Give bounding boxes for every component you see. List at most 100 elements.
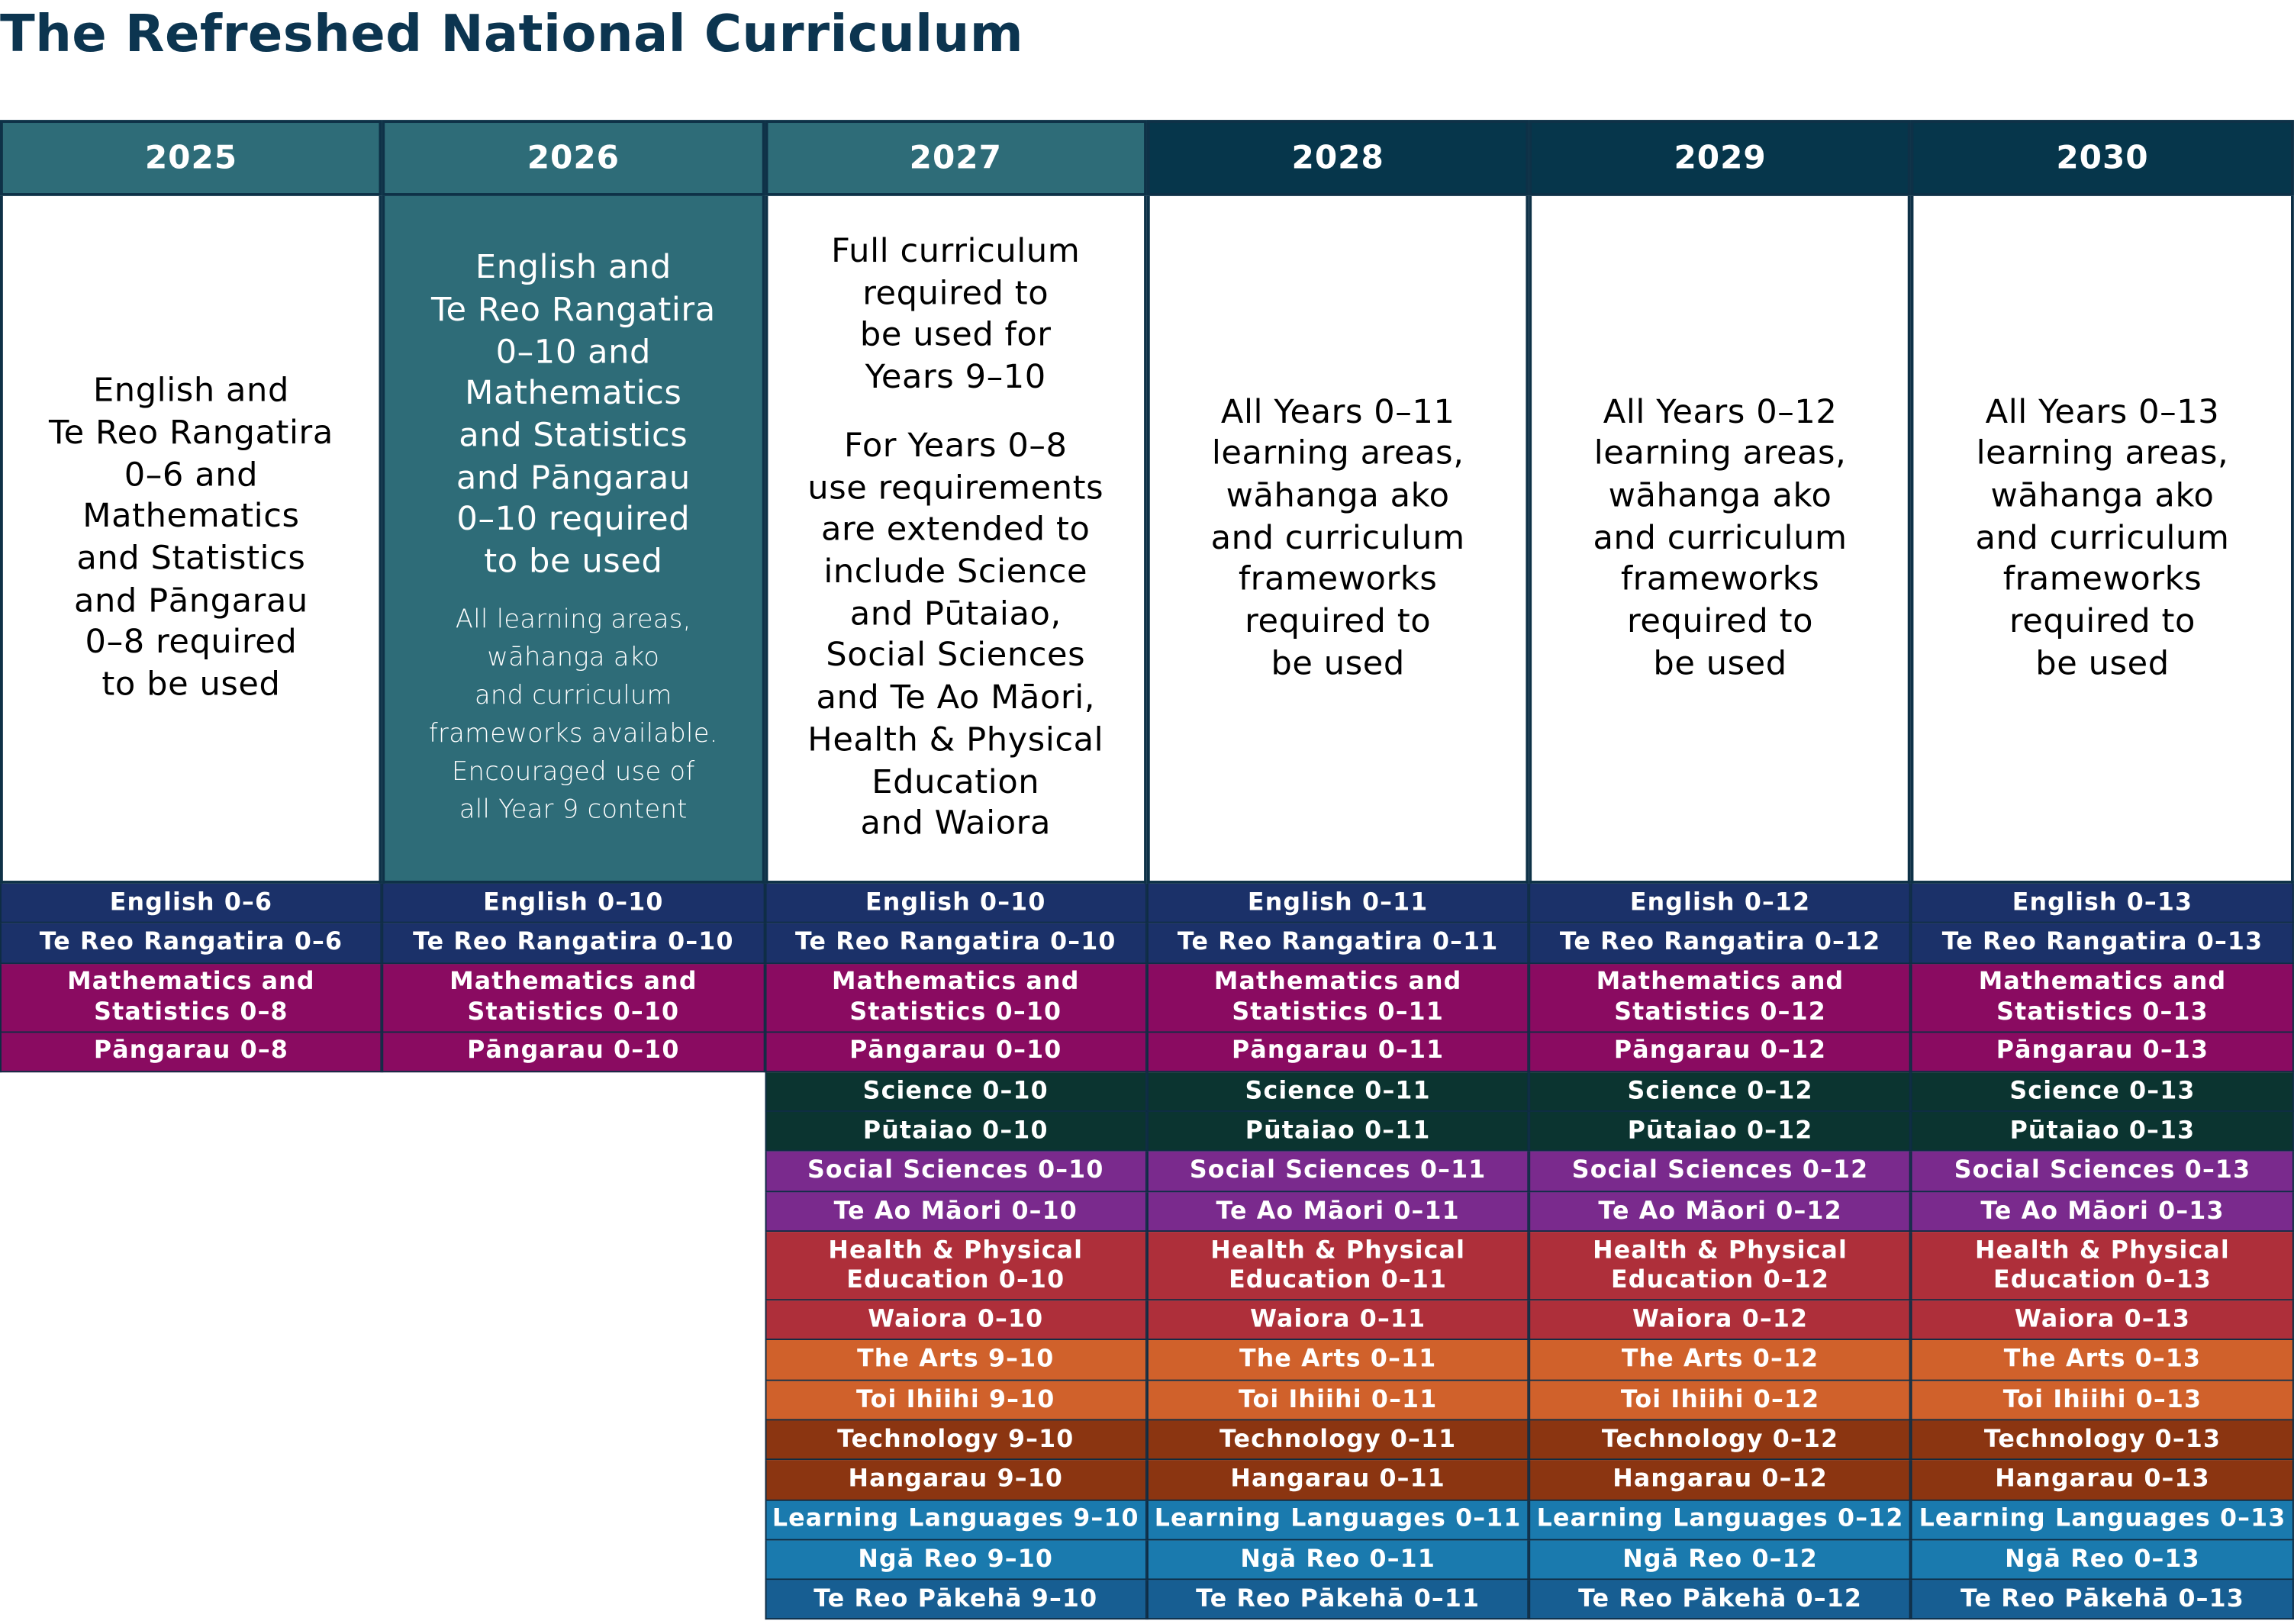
subject-row: Pūtaiao 0–13 bbox=[1911, 1112, 2294, 1152]
description-text: Full curriculum required to be used for … bbox=[831, 232, 1081, 397]
subject-row: Technology 0–12 bbox=[1529, 1420, 1912, 1461]
subject-row: Pāngarau 0–13 bbox=[1911, 1032, 2294, 1072]
description-text: English and Te Reo Rangatira 0–6 and Mat… bbox=[49, 372, 333, 704]
description-text: All Years 0–11 learning areas, wāhanga a… bbox=[1210, 392, 1465, 683]
subject-row: Toi Ihiihi 0–11 bbox=[1146, 1381, 1529, 1421]
subject-row: Pāngarau 0–10 bbox=[764, 1032, 1147, 1072]
subject-row: Learning Languages 9–10 bbox=[764, 1500, 1147, 1541]
year-column: 2028 All Years 0–11 learning areas, wāhan… bbox=[1146, 120, 1529, 1620]
subject-row: Social Sciences 0–11 bbox=[1146, 1152, 1529, 1192]
subject-row: Mathematics and Statistics 0–13 bbox=[1911, 963, 2294, 1033]
subject-row: Te Reo Rangatira 0–11 bbox=[1146, 923, 1529, 964]
subject-row: Te Reo Pākehā 0–12 bbox=[1529, 1580, 1912, 1620]
year-description: English and Te Reo Rangatira 0–6 and Mat… bbox=[0, 195, 382, 884]
subject-row: Mathematics and Statistics 0–11 bbox=[1146, 963, 1529, 1033]
subject-row: Ngā Reo 0–11 bbox=[1146, 1540, 1529, 1580]
subject-row: Ngā Reo 0–12 bbox=[1529, 1540, 1912, 1580]
subject-row: Te Reo Rangatira 0–10 bbox=[382, 923, 765, 964]
subject-row: Science 0–12 bbox=[1529, 1071, 1912, 1113]
subject-row: English 0–6 bbox=[0, 883, 382, 924]
subject-row: Ngā Reo 9–10 bbox=[764, 1540, 1147, 1580]
subject-row: Science 0–10 bbox=[764, 1071, 1147, 1113]
subject-row: Technology 0–13 bbox=[1911, 1420, 2294, 1461]
subject-row: Hangarau 9–10 bbox=[764, 1460, 1147, 1501]
subject-row: Health & Physical Education 0–11 bbox=[1146, 1232, 1529, 1301]
subject-row: Hangarau 0–11 bbox=[1146, 1460, 1529, 1501]
subject-row: Pāngarau 0–8 bbox=[0, 1032, 382, 1072]
subject-row: Te Reo Rangatira 0–6 bbox=[0, 923, 382, 964]
timeline-grid: 2025 English and Te Reo Rangatira 0–6 and… bbox=[0, 120, 2294, 1620]
subject-row: Toi Ihiihi 0–12 bbox=[1529, 1381, 1912, 1421]
subject-row: The Arts 0–12 bbox=[1529, 1340, 1912, 1381]
subject-row: The Arts 0–13 bbox=[1911, 1340, 2294, 1381]
description-text: For Years 0–8 use requirements are exten… bbox=[807, 427, 1104, 843]
subject-row: Toi Ihiihi 9–10 bbox=[764, 1381, 1147, 1421]
subject-row: Te Ao Māori 0–10 bbox=[764, 1191, 1147, 1232]
subject-row: Waiora 0–13 bbox=[1911, 1300, 2294, 1341]
subject-row: Learning Languages 0–11 bbox=[1146, 1500, 1529, 1541]
year-header: 2026 bbox=[382, 120, 765, 196]
description-text: All Years 0–13 learning areas, wāhanga a… bbox=[1975, 392, 2230, 683]
subject-row: Te Reo Pākehā 0–13 bbox=[1911, 1580, 2294, 1620]
subject-row: Learning Languages 0–12 bbox=[1529, 1500, 1912, 1541]
subject-row: Learning Languages 0–13 bbox=[1911, 1500, 2294, 1541]
year-column: 2026 English and Te Reo Rangatira 0–10 an… bbox=[382, 120, 765, 1620]
year-column: 2030 All Years 0–13 learning areas, wāhan… bbox=[1911, 120, 2294, 1620]
subject-row: English 0–10 bbox=[764, 883, 1147, 924]
subject-row: Pāngarau 0–10 bbox=[382, 1032, 765, 1072]
page-title: The Refreshed National Curriculum bbox=[0, 5, 1024, 65]
year-column: 2027 Full curriculum required to be used … bbox=[764, 120, 1147, 1620]
subject-row: Health & Physical Education 0–12 bbox=[1529, 1232, 1912, 1301]
year-description: All Years 0–11 learning areas, wāhanga a… bbox=[1146, 195, 1529, 884]
year-header: 2025 bbox=[0, 120, 382, 196]
subject-row: Hangarau 0–12 bbox=[1529, 1460, 1912, 1501]
subject-row: Waiora 0–11 bbox=[1146, 1300, 1529, 1341]
subject-row: English 0–11 bbox=[1146, 883, 1529, 924]
year-description: All Years 0–13 learning areas, wāhanga a… bbox=[1911, 195, 2294, 884]
subject-row: Te Ao Māori 0–12 bbox=[1529, 1191, 1912, 1232]
subject-row: Social Sciences 0–13 bbox=[1911, 1152, 2294, 1192]
subject-row: Technology 9–10 bbox=[764, 1420, 1147, 1461]
subject-row: Mathematics and Statistics 0–8 bbox=[0, 963, 382, 1033]
subject-row: Science 0–13 bbox=[1911, 1071, 2294, 1113]
subject-row: Waiora 0–10 bbox=[764, 1300, 1147, 1341]
subject-row: Mathematics and Statistics 0–12 bbox=[1529, 963, 1912, 1033]
year-header: 2030 bbox=[1911, 120, 2294, 196]
subject-row: Te Ao Māori 0–13 bbox=[1911, 1191, 2294, 1232]
subject-row: Waiora 0–12 bbox=[1529, 1300, 1912, 1341]
subject-row: English 0–10 bbox=[382, 883, 765, 924]
subject-row: Mathematics and Statistics 0–10 bbox=[764, 963, 1147, 1033]
subject-row: The Arts 0–11 bbox=[1146, 1340, 1529, 1381]
subject-row: Te Reo Pākehā 9–10 bbox=[764, 1580, 1147, 1620]
subject-row: English 0–12 bbox=[1529, 883, 1912, 924]
subject-row: Pūtaiao 0–10 bbox=[764, 1112, 1147, 1152]
subject-row: Health & Physical Education 0–10 bbox=[764, 1232, 1147, 1301]
year-column: 2025 English and Te Reo Rangatira 0–6 and… bbox=[0, 120, 382, 1620]
subject-row: English 0–13 bbox=[1911, 883, 2294, 924]
subject-row: Pāngarau 0–12 bbox=[1529, 1032, 1912, 1072]
subject-row: Te Reo Rangatira 0–10 bbox=[764, 923, 1147, 964]
subject-row: Te Reo Rangatira 0–12 bbox=[1529, 923, 1912, 964]
year-description: All Years 0–12 learning areas, wāhanga a… bbox=[1529, 195, 1912, 884]
subject-row: Te Reo Rangatira 0–13 bbox=[1911, 923, 2294, 964]
subject-row: Pūtaiao 0–11 bbox=[1146, 1112, 1529, 1152]
subject-row: Ngā Reo 0–13 bbox=[1911, 1540, 2294, 1580]
year-column: 2029 All Years 0–12 learning areas, wāhan… bbox=[1529, 120, 1912, 1620]
subject-row: Social Sciences 0–12 bbox=[1529, 1152, 1912, 1192]
subject-row: Health & Physical Education 0–13 bbox=[1911, 1232, 2294, 1301]
year-description: Full curriculum required to be used for … bbox=[764, 195, 1147, 884]
subject-row: Hangarau 0–13 bbox=[1911, 1460, 2294, 1501]
description-text: All Years 0–12 learning areas, wāhanga a… bbox=[1593, 392, 1848, 683]
subject-row: Mathematics and Statistics 0–10 bbox=[382, 963, 765, 1033]
subject-row: Te Ao Māori 0–11 bbox=[1146, 1191, 1529, 1232]
subject-row: Pāngarau 0–11 bbox=[1146, 1032, 1529, 1072]
description-text: English and Te Reo Rangatira 0–10 and Ma… bbox=[430, 249, 716, 582]
year-header: 2027 bbox=[764, 120, 1147, 196]
subject-row: Science 0–11 bbox=[1146, 1071, 1529, 1113]
subject-row: The Arts 9–10 bbox=[764, 1340, 1147, 1381]
subject-row: Toi Ihiihi 0–13 bbox=[1911, 1381, 2294, 1421]
subject-row: Te Reo Pākehā 0–11 bbox=[1146, 1580, 1529, 1620]
subject-row: Pūtaiao 0–12 bbox=[1529, 1112, 1912, 1152]
